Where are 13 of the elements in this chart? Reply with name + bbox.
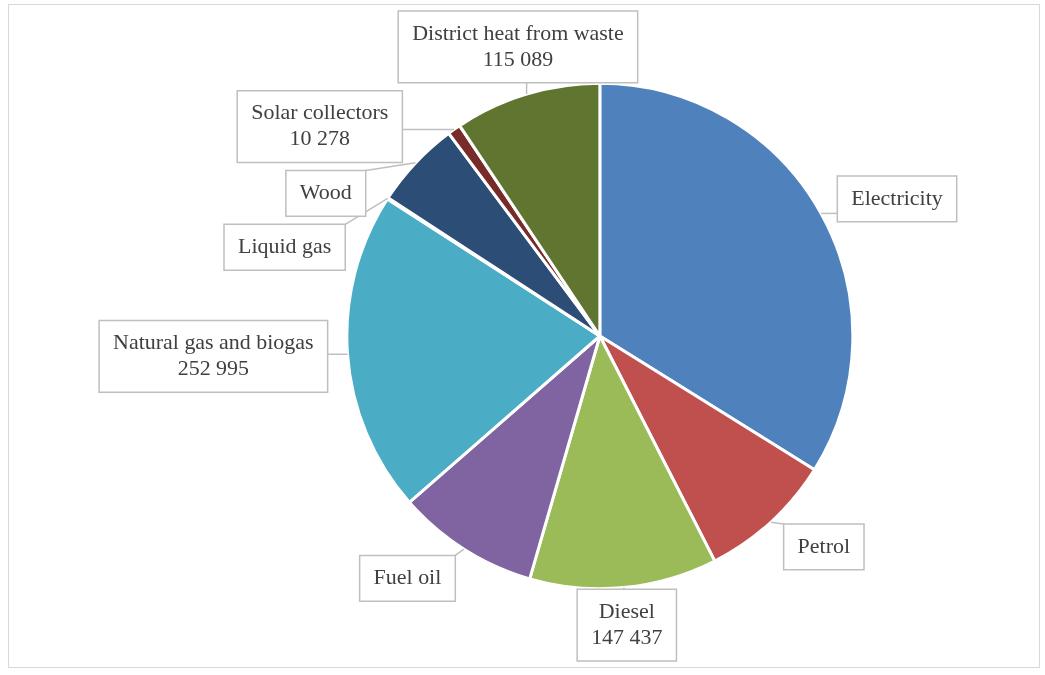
- slice-label: Electricity: [851, 184, 943, 210]
- slice-label: Natural gas and biogas: [113, 329, 314, 355]
- slice-label: Solar collectors: [251, 99, 389, 125]
- data-label: 252 995: [177, 355, 250, 381]
- slice-label: Liquid gas: [237, 233, 332, 259]
- data-label: 147 437: [591, 623, 663, 649]
- slice-label: Petrol: [797, 532, 851, 558]
- data-label: 10 278: [289, 125, 350, 151]
- slice-label: Diesel: [598, 597, 655, 623]
- slice-label: Wood: [299, 179, 352, 205]
- data-label: 115 089: [482, 45, 554, 71]
- slice-label: Fuel oil: [373, 564, 442, 590]
- slice-label: District heat from waste: [412, 19, 624, 45]
